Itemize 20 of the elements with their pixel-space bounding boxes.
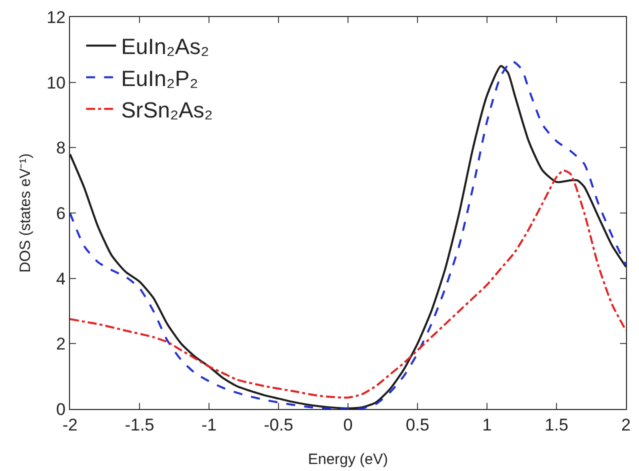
x-tick-label: -0.5 — [264, 415, 294, 434]
x-tick-label: 1 — [482, 415, 492, 434]
y-axis-title: DOS (states eV⁻¹) — [17, 153, 34, 273]
legend-label: SrSn₂As₂ — [121, 97, 213, 122]
y-tick-label: 2 — [56, 334, 66, 354]
x-tick-label: 0.5 — [406, 415, 430, 434]
x-tick-label: -1.5 — [124, 415, 154, 434]
y-tick-label: 4 — [56, 269, 66, 288]
y-tick-label: 8 — [56, 138, 66, 158]
line-series — [70, 170, 626, 399]
x-tick-label: 2 — [621, 415, 631, 434]
y-tick-label: 10 — [46, 73, 66, 92]
x-axis-title: Energy (eV) — [308, 451, 388, 468]
y-tick-label: 12 — [46, 8, 66, 27]
x-tick-label: -1 — [201, 415, 217, 434]
legend-label: EuIn₂As₂ — [121, 34, 210, 60]
x-tick-label: 1.5 — [544, 415, 568, 434]
legend-label: EuIn₂P₂ — [121, 66, 198, 91]
y-tick-label: 6 — [56, 204, 66, 223]
x-tick-label: 0 — [343, 415, 353, 434]
